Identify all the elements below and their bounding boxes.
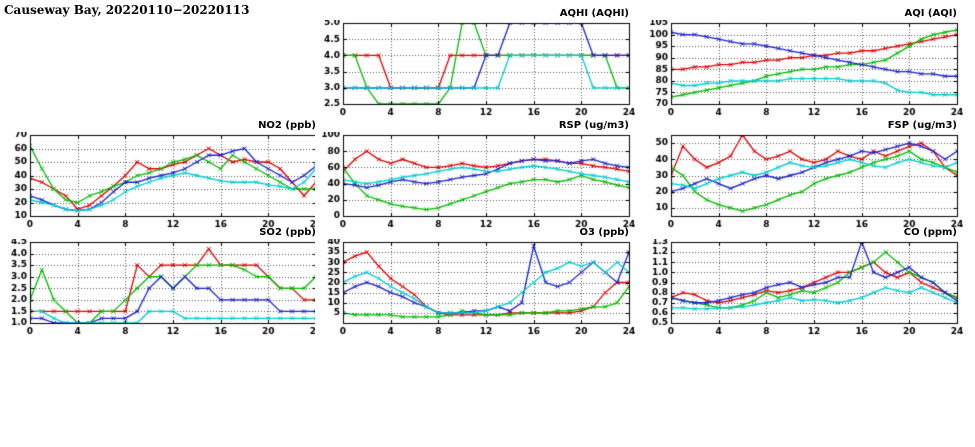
chart-no2: NO2 (ppb) — [2, 120, 322, 229]
chart-canvas-aqhi — [315, 20, 635, 117]
chart-canvas-o3 — [315, 239, 635, 336]
chart-title-aqi: AQI (AQI) — [904, 8, 957, 19]
chart-title-so2: SO2 (ppb) — [259, 227, 316, 238]
chart-title-no2: NO2 (ppb) — [258, 120, 316, 131]
chart-canvas-fsp — [643, 132, 963, 229]
chart-so2: SO2 (ppb) — [2, 227, 322, 336]
chart-title-co: CO (ppm) — [903, 227, 957, 238]
chart-co: CO (ppm) — [643, 227, 963, 336]
chart-title-fsp: FSP (ug/m3) — [887, 120, 957, 131]
chart-rsp: RSP (ug/m3) — [315, 120, 635, 229]
chart-canvas-rsp — [315, 132, 635, 229]
chart-fsp: FSP (ug/m3) — [643, 120, 963, 229]
chart-canvas-so2 — [2, 239, 322, 336]
chart-canvas-aqi — [643, 20, 963, 117]
chart-aqhi: AQHI (AQHI) — [315, 8, 635, 117]
chart-title-aqhi: AQHI (AQHI) — [559, 8, 629, 19]
chart-aqi: AQI (AQI) — [643, 8, 963, 117]
chart-title-rsp: RSP (ug/m3) — [558, 120, 629, 131]
chart-canvas-co — [643, 239, 963, 336]
chart-title-o3: O3 (ppb) — [579, 227, 629, 238]
page-title: Causeway Bay, 20220110−20220113 — [4, 3, 250, 17]
chart-o3: O3 (ppb) — [315, 227, 635, 336]
chart-canvas-no2 — [2, 132, 322, 229]
